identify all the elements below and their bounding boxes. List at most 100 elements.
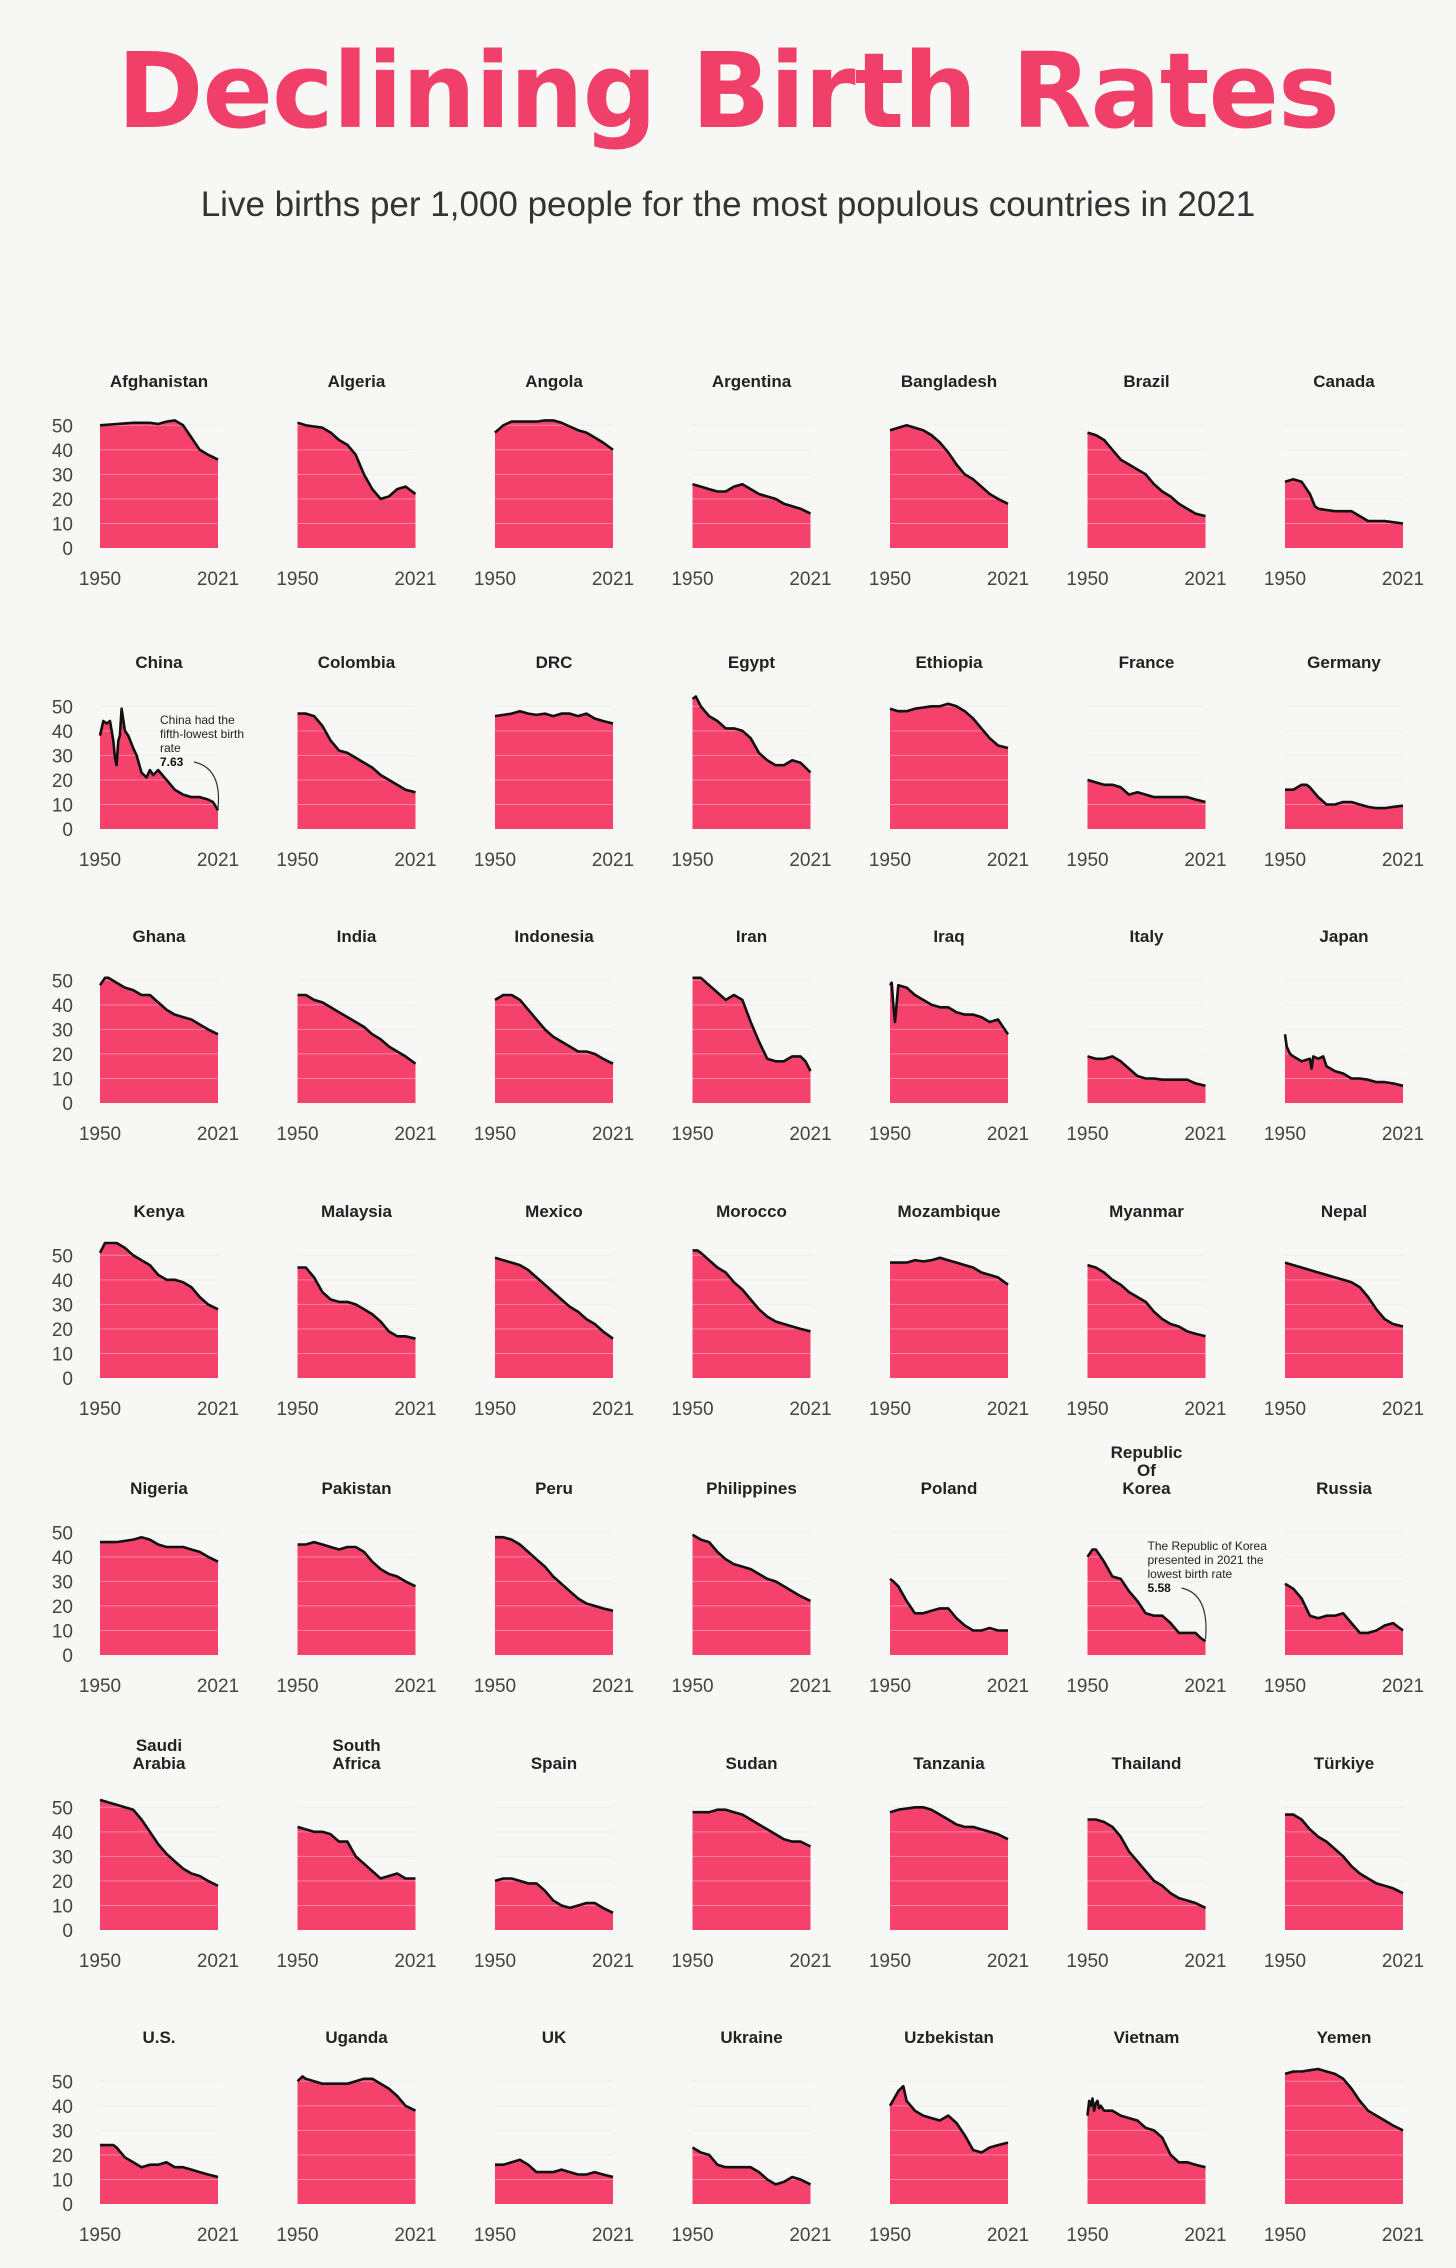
panel-iran: Iran 1950 2021 — [671, 927, 831, 1145]
panel-drc: DRC 1950 2021 — [474, 653, 634, 871]
panel-ukraine: Ukraine 1950 2021 — [671, 2028, 831, 2246]
panel-title: Ukraine — [720, 2028, 782, 2047]
panel-morocco: Morocco 1950 2021 — [671, 1202, 831, 1420]
y-tick-label: 0 — [62, 539, 73, 560]
y-tick-label: 0 — [62, 1646, 73, 1667]
x-tick-label: 2021 — [592, 1951, 634, 1972]
series-line — [494, 1877, 614, 1914]
y-tick-label: 30 — [52, 1572, 73, 1593]
x-tick-label: 2021 — [987, 850, 1029, 871]
x-tick-label: 2021 — [592, 1676, 634, 1697]
series-line — [1086, 1548, 1207, 1643]
panel-title: Malaysia — [321, 1202, 392, 1221]
x-tick-label: 1950 — [869, 850, 911, 871]
x-tick-label: 2021 — [789, 2225, 831, 2246]
x-tick-label: 2021 — [197, 850, 239, 871]
panel-title: Algeria — [328, 372, 386, 391]
series-line — [1087, 1055, 1206, 1088]
area-series — [495, 1878, 613, 1930]
y-tick-label: 30 — [52, 2121, 73, 2142]
panel-italy: Italy 1950 2021 — [1066, 927, 1226, 1145]
series-line — [100, 1535, 219, 1563]
x-tick-label: 2021 — [394, 1951, 436, 1972]
series-line — [1284, 2067, 1404, 2132]
panel-title: Of — [1137, 1461, 1156, 1480]
x-tick-label: 2021 — [789, 850, 831, 871]
area-series — [100, 2145, 218, 2204]
panel-uganda: Uganda 1950 2021 — [276, 2028, 436, 2246]
series-line — [692, 1249, 811, 1333]
x-tick-label: 2021 — [394, 1399, 436, 1420]
panel-spain: Spain 1950 2021 — [474, 1754, 634, 1972]
x-tick-label: 1950 — [79, 1124, 121, 1145]
panel-title: France — [1119, 653, 1175, 672]
panel-title: Vietnam — [1114, 2028, 1180, 2047]
annotation-leader — [1181, 1587, 1207, 1640]
area-series — [692, 1534, 811, 1655]
area-series — [692, 696, 811, 829]
panel-uzbekistan: Uzbekistan 1950 2021 — [869, 2028, 1029, 2246]
x-tick-label: 2021 — [987, 1399, 1029, 1420]
x-tick-label: 2021 — [789, 1951, 831, 1972]
panel-iraq: Iraq 1950 2021 — [869, 927, 1029, 1145]
y-tick-label: 50 — [52, 1246, 73, 1267]
series-line — [691, 1533, 812, 1603]
x-tick-label: 2021 — [197, 2225, 239, 2246]
x-tick-label: 1950 — [671, 1951, 713, 1972]
x-tick-label: 2021 — [394, 569, 436, 590]
area-series — [297, 995, 416, 1103]
panel-title: Angola — [525, 372, 583, 391]
x-tick-label: 1950 — [276, 1399, 318, 1420]
panel-title: China — [135, 653, 183, 672]
series-line — [691, 2146, 812, 2186]
panel-title: Peru — [535, 1479, 573, 1498]
series-line — [1284, 478, 1404, 525]
panel-title: Nepal — [1321, 1202, 1367, 1221]
area-series — [100, 1799, 218, 1930]
area-series — [297, 713, 416, 829]
x-tick-label: 2021 — [394, 1124, 436, 1145]
y-tick-label: 40 — [52, 441, 73, 462]
x-tick-label: 1950 — [1066, 569, 1108, 590]
series-line — [98, 1241, 219, 1311]
panel-china: China 1950 2021 0 10 20 30 40 50 China had thefif… — [52, 653, 244, 871]
series-line — [494, 1256, 614, 1340]
panel-title: Korea — [1122, 1479, 1171, 1498]
x-tick-label: 2021 — [987, 1951, 1029, 1972]
panel-colombia: Colombia 1950 2021 — [276, 653, 436, 871]
series-line — [889, 424, 1009, 505]
y-tick-label: 40 — [52, 1823, 73, 1844]
x-tick-label: 1950 — [276, 2225, 318, 2246]
panel-title: Mozambique — [898, 1202, 1001, 1221]
y-tick-label: 20 — [52, 490, 73, 511]
panel-title: Japan — [1319, 927, 1368, 946]
x-tick-label: 1950 — [1264, 850, 1306, 871]
x-tick-label: 2021 — [987, 2225, 1029, 2246]
x-tick-label: 2021 — [1382, 850, 1424, 871]
area-series — [1087, 1819, 1206, 1930]
y-tick-label: 40 — [52, 722, 73, 743]
panel-title: Afghanistan — [110, 372, 208, 391]
area-series — [692, 1250, 811, 1378]
series-line — [888, 981, 1010, 1036]
y-tick-label: 20 — [52, 771, 73, 792]
series-line — [99, 1798, 219, 1887]
x-tick-label: 1950 — [79, 569, 121, 590]
series-line — [889, 1806, 1009, 1841]
area-series — [1087, 779, 1206, 829]
area-series — [495, 2159, 613, 2204]
panel-title: Brazil — [1123, 372, 1169, 391]
panel-title: Colombia — [318, 653, 396, 672]
area-series — [100, 977, 218, 1103]
x-tick-label: 2021 — [789, 1676, 831, 1697]
annotation-text: China had the — [160, 713, 235, 727]
panel-title: Egypt — [728, 653, 776, 672]
panel-title: Pakistan — [322, 1479, 392, 1498]
x-tick-label: 1950 — [869, 1399, 911, 1420]
area-series — [890, 2086, 1008, 2204]
area-series — [297, 422, 416, 548]
panel-title: Arabia — [133, 1754, 186, 1773]
panel-japan: Japan 1950 2021 — [1264, 927, 1424, 1145]
